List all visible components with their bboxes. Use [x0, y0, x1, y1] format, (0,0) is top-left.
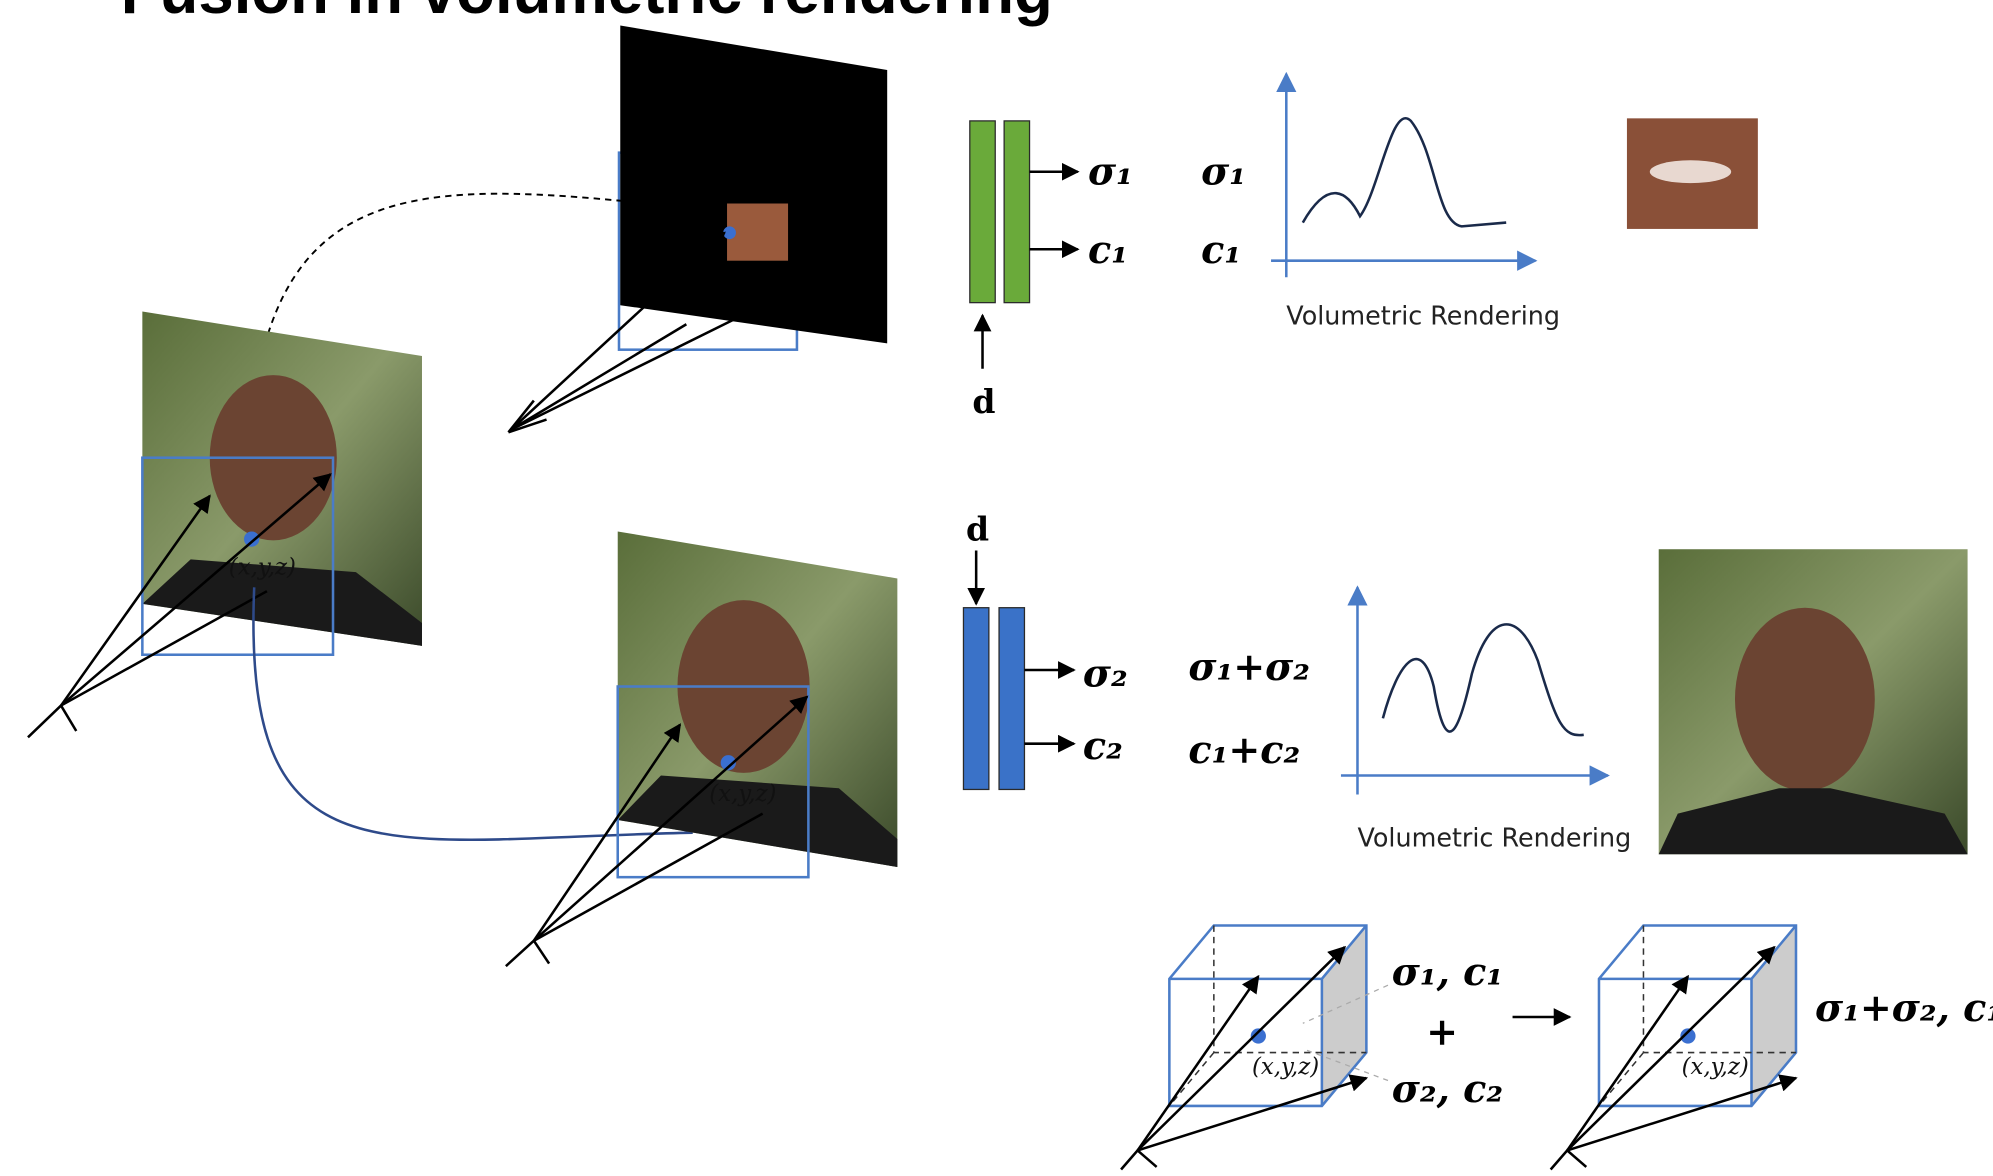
face-view-2: (x,y,z) — [506, 531, 897, 966]
direction-label: d — [972, 382, 995, 421]
axis-label: Volumetric Rendering — [1286, 300, 1560, 330]
cube-1 — [1121, 925, 1366, 1169]
mouth-render — [1627, 118, 1758, 229]
network-top — [970, 121, 1078, 369]
point-label: (x,y,z) — [1682, 1054, 1749, 1080]
first-values: σ₁, c₁ — [1392, 949, 1503, 994]
face-render — [1659, 549, 1968, 854]
face-view-1: (x,y,z) — [28, 312, 422, 738]
sigma-output: σ₁ — [1088, 148, 1133, 193]
plus: + — [1426, 1009, 1458, 1054]
render-plot-top — [1271, 74, 1535, 277]
render-plot-bottom — [1341, 587, 1608, 794]
masked-view — [508, 26, 887, 433]
title: Fusion in volumetric rendering — [121, 0, 1053, 27]
cube-2 — [1551, 925, 1796, 1169]
axis-label: Volumetric Rendering — [1357, 823, 1631, 853]
network-bottom — [963, 551, 1074, 790]
point-label: (x,y,z) — [1252, 1054, 1319, 1080]
color-output: c₂ — [1083, 723, 1123, 768]
direction-label: d — [966, 509, 989, 548]
diagram: Fusion in volumetric rendering (x,y,z) (… — [0, 0, 1993, 1176]
point-label: (x,y,z) — [709, 781, 776, 807]
point-label: (x,y,z) — [229, 555, 296, 581]
color-sum: c₁+c₂ — [1188, 727, 1300, 772]
result-values: σ₁+σ₂, c₁+c₂ — [1815, 985, 1993, 1030]
sigma-output: σ₂ — [1083, 651, 1128, 696]
second-values: σ₂, c₂ — [1392, 1066, 1503, 1111]
sigma: σ₁ — [1201, 148, 1246, 193]
sigma-sum: σ₁+σ₂ — [1188, 644, 1310, 689]
color-output: c₁ — [1088, 227, 1128, 272]
color: c₁ — [1201, 227, 1241, 272]
